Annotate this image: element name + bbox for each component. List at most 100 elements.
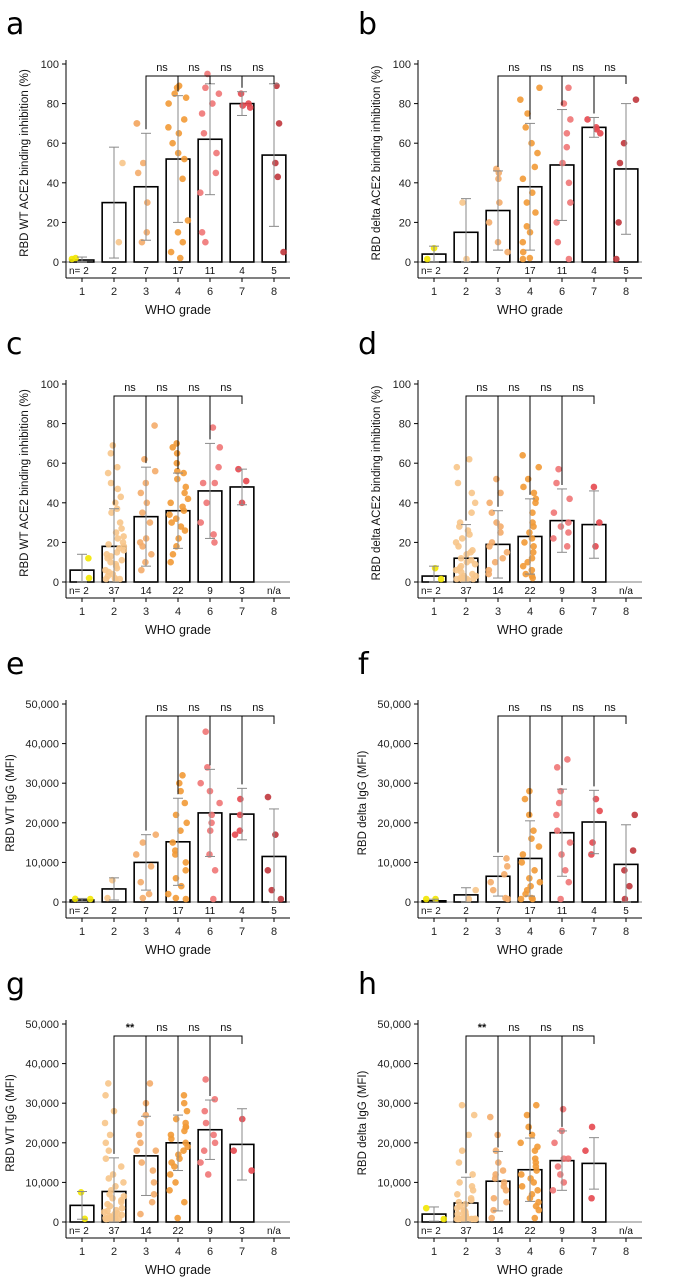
n-label: 2: [463, 266, 469, 277]
data-point: [454, 1190, 461, 1198]
data-point: [531, 163, 539, 171]
x-axis-label: WHO grade: [497, 1263, 563, 1277]
data-point: [142, 558, 149, 566]
data-point: [172, 894, 180, 902]
x-tick-label: 6: [207, 286, 213, 298]
x-tick-label: 6: [559, 1246, 565, 1258]
significance-label: ns: [476, 382, 488, 394]
data-point: [465, 455, 473, 463]
x-axis-label: WHO grade: [497, 303, 563, 317]
data-point: [77, 1189, 85, 1196]
x-tick-label: 4: [175, 926, 181, 938]
data-point: [216, 444, 224, 451]
x-tick-label: 8: [623, 926, 629, 938]
significance-label: ns: [252, 62, 264, 74]
data-point: [503, 1198, 510, 1206]
data-point: [453, 463, 461, 471]
data-point: [528, 139, 535, 147]
data-point: [103, 1215, 110, 1223]
data-point: [553, 479, 560, 487]
data-point: [503, 855, 510, 862]
y-tick-label: 0: [405, 897, 411, 909]
x-tick-label: 3: [143, 926, 149, 938]
data-point: [566, 839, 574, 846]
data-point: [175, 779, 183, 787]
y-tick-label: 30,000: [377, 778, 411, 790]
significance-label: ns: [156, 62, 168, 74]
x-tick-label: 4: [527, 926, 533, 938]
n-prefix: n=: [69, 906, 81, 917]
data-point: [534, 1187, 541, 1194]
data-point: [530, 827, 537, 835]
x-tick-label: 1: [431, 1246, 437, 1258]
data-point: [105, 1175, 113, 1182]
data-point: [135, 1131, 143, 1139]
data-point: [525, 1123, 532, 1131]
data-point: [146, 519, 154, 526]
y-tick-label: 0: [53, 257, 59, 269]
y-axis-label: RBD WT IgG (MFI): [5, 1074, 17, 1172]
data-point: [491, 558, 499, 566]
y-tick-label: 0: [53, 897, 59, 909]
data-point: [455, 543, 462, 550]
n-label: 14: [492, 586, 504, 597]
x-tick-label: 8: [271, 286, 277, 298]
y-tick-label: 100: [41, 379, 59, 391]
data-point: [486, 499, 493, 507]
data-point: [550, 535, 557, 542]
y-axis-label: RBD WT IgG (MFI): [5, 754, 17, 852]
data-point: [526, 529, 533, 536]
data-point: [462, 1200, 469, 1208]
data-point: [107, 558, 114, 566]
data-point: [589, 839, 596, 846]
x-axis-label: WHO grade: [497, 623, 563, 637]
data-point: [565, 878, 573, 886]
data-point: [174, 229, 182, 236]
data-point: [137, 489, 145, 497]
data-point: [152, 831, 160, 838]
data-point: [457, 554, 465, 562]
data-point: [264, 793, 272, 801]
data-point: [182, 895, 190, 903]
data-point: [101, 1119, 109, 1127]
data-point: [114, 485, 122, 493]
n-label: 3: [239, 1226, 245, 1237]
data-point: [138, 1159, 146, 1166]
data-point: [485, 570, 493, 578]
data-point: [524, 558, 531, 566]
data-point: [137, 1210, 144, 1218]
data-point: [173, 459, 181, 467]
n-label: 7: [495, 906, 501, 917]
data-point: [120, 533, 127, 540]
n-label: n/a: [267, 1226, 281, 1237]
data-point: [469, 575, 477, 583]
n-label: 9: [207, 1226, 213, 1237]
data-point: [104, 469, 112, 477]
data-point: [532, 499, 539, 507]
data-point: [215, 463, 222, 471]
significance-label: ns: [156, 702, 168, 714]
data-point: [113, 549, 121, 556]
significance-label: ns: [540, 1022, 552, 1034]
data-point: [183, 819, 191, 827]
data-point: [138, 566, 145, 574]
significance-bracket: [177, 715, 211, 795]
y-tick-label: 50,000: [377, 1019, 411, 1031]
y-tick-label: 20: [47, 217, 59, 229]
panel-f: f 0 10,000 20,000 30,000 40,000 50,000 RBD delt…: [357, 647, 642, 957]
n-prefix: n=: [421, 906, 433, 917]
n-label: 9: [559, 586, 565, 597]
data-point: [616, 159, 624, 167]
data-point: [200, 1147, 208, 1155]
data-point: [497, 489, 504, 497]
n-label: 2: [83, 586, 89, 597]
data-point: [529, 574, 536, 582]
significance-bracket: [497, 1035, 531, 1148]
data-point: [528, 189, 536, 196]
data-point: [532, 1101, 540, 1109]
significance-bracket: [497, 395, 531, 507]
significance-bracket: [529, 75, 563, 120]
data-point: [177, 787, 184, 795]
data-point: [518, 859, 526, 866]
data-point: [237, 795, 244, 803]
